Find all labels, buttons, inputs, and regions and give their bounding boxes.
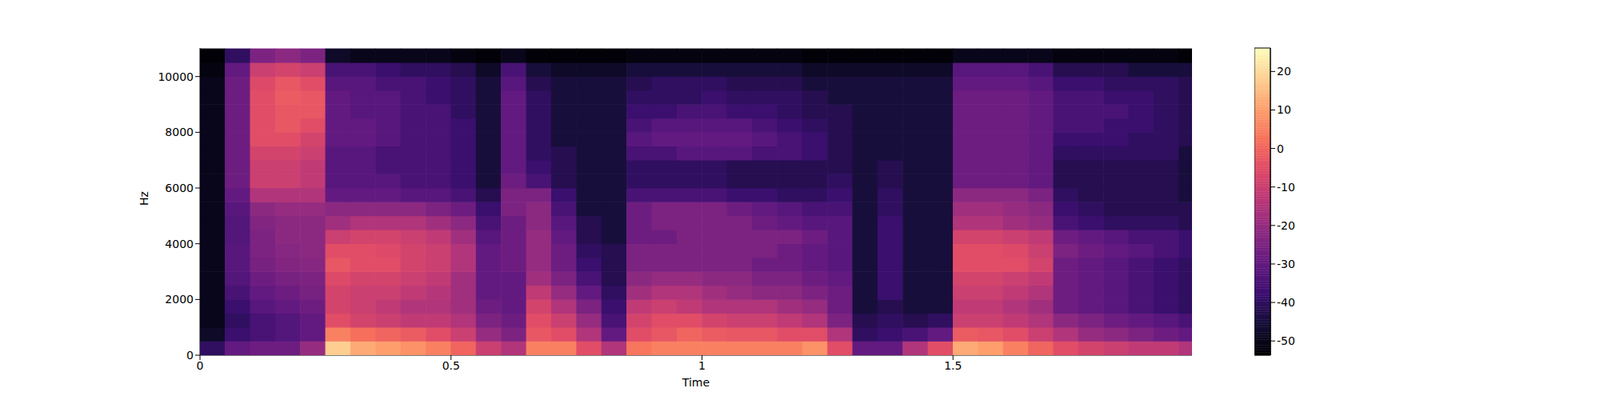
svg-text:-30: -30 xyxy=(1276,257,1296,271)
svg-text:0: 0 xyxy=(196,359,204,372)
svg-text:20: 20 xyxy=(1276,64,1292,78)
svg-text:0.5: 0.5 xyxy=(442,359,460,372)
svg-text:2000: 2000 xyxy=(164,292,194,306)
svg-text:1: 1 xyxy=(698,359,706,372)
html-text:Hz: Hz xyxy=(137,191,151,206)
svg-text:10: 10 xyxy=(1276,103,1292,116)
svg-text:10000: 10000 xyxy=(157,70,194,84)
svg-text:4000: 4000 xyxy=(164,237,194,251)
svg-text:-20: -20 xyxy=(1276,219,1296,232)
svg-text:-50: -50 xyxy=(1276,334,1296,348)
html-text:Time: Time xyxy=(682,376,710,389)
svg-text:-40: -40 xyxy=(1276,296,1296,309)
svg-text:0: 0 xyxy=(1276,142,1284,156)
svg-text:0: 0 xyxy=(186,348,194,362)
svg-text:1.5: 1.5 xyxy=(944,359,962,372)
svg-text:6000: 6000 xyxy=(164,181,194,195)
svg-text:8000: 8000 xyxy=(164,125,194,139)
svg-text:-10: -10 xyxy=(1276,180,1296,194)
